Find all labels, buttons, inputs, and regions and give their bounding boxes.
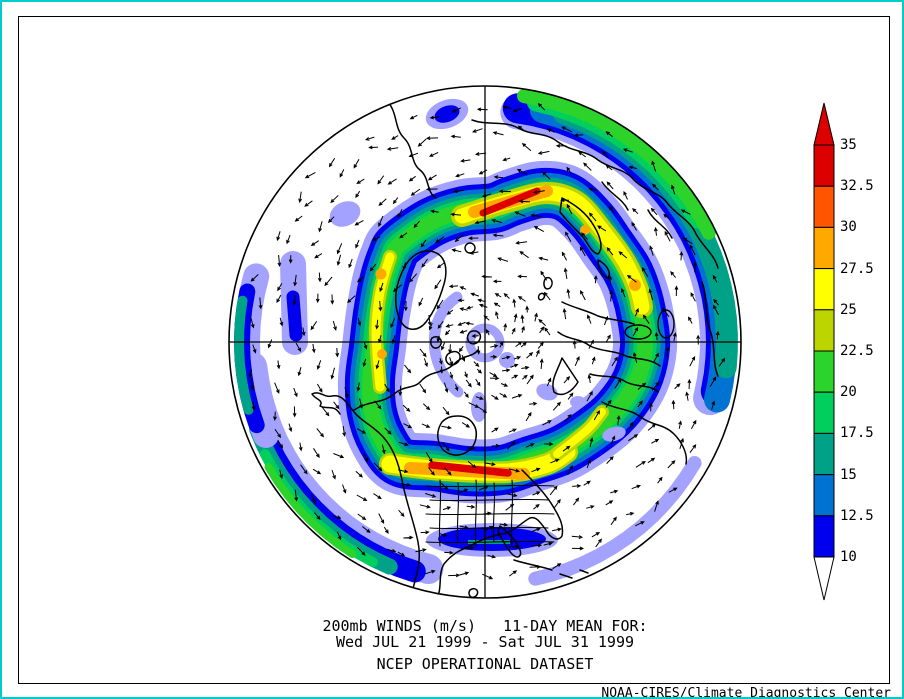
wind-vector-arrows <box>248 102 726 580</box>
state-boundaries <box>425 479 555 547</box>
colorbar-label: 10 <box>840 549 857 565</box>
plot-title: 200mb WINDS (m/s) 11-DAY MEAN FOR: <box>322 617 648 635</box>
wind-speed-contour-bands <box>234 89 738 586</box>
colorbar-label: 17.5 <box>840 425 874 442</box>
hemisphere-contents <box>229 86 741 598</box>
colorbar-label: 30 <box>840 219 857 236</box>
colorbar-label: 22.5 <box>840 343 874 359</box>
colorbar-label: 32.5 <box>840 178 874 195</box>
colorbar-label: 15 <box>840 466 857 483</box>
colorbar-label: 12.5 <box>840 507 874 524</box>
colorbar-label: 27.5 <box>840 260 874 277</box>
plot-dataset-label: NCEP OPERATIONAL DATASET <box>376 655 594 673</box>
plot-frame <box>18 16 890 684</box>
colorbar <box>813 102 835 601</box>
colorbar-label: 35 <box>840 137 857 153</box>
colorbar-label: 25 <box>840 301 857 318</box>
plot-date-range: Wed JUL 21 1999 - Sat JUL 31 1999 <box>335 633 635 651</box>
attribution-text: NOAA-CIRES/Climate Diagnostics Center <box>601 686 891 699</box>
hemisphere-outline <box>228 85 742 599</box>
colorbar-label: 20 <box>840 384 857 401</box>
